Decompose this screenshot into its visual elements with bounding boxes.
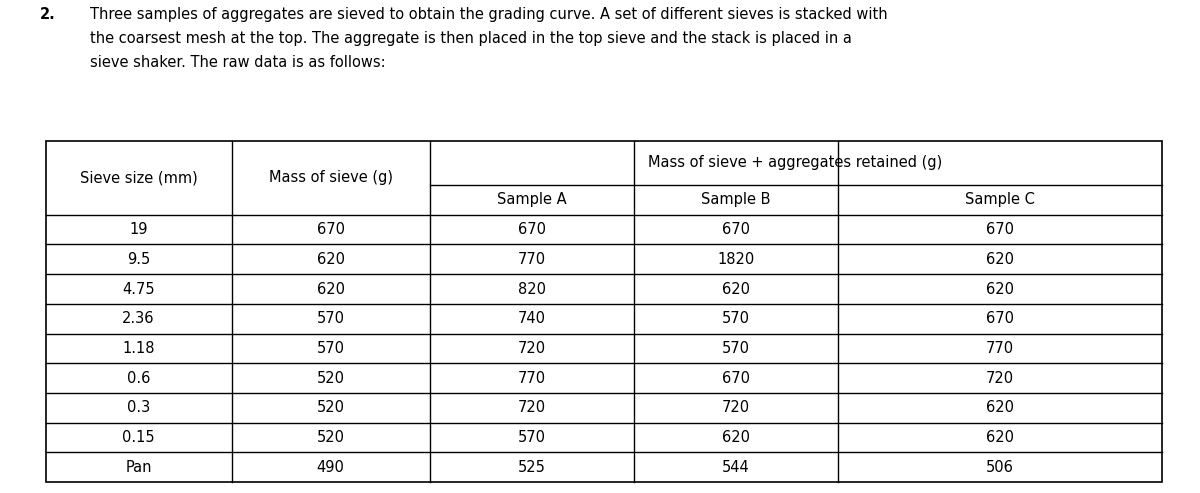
Text: 520: 520 <box>317 371 344 386</box>
Text: 570: 570 <box>317 311 344 326</box>
Text: 670: 670 <box>517 222 546 237</box>
Text: 620: 620 <box>985 430 1014 445</box>
Text: 620: 620 <box>985 282 1014 297</box>
Text: 770: 770 <box>985 341 1014 356</box>
Text: 2.36: 2.36 <box>122 311 155 326</box>
Text: 670: 670 <box>985 311 1014 326</box>
Text: 520: 520 <box>317 400 344 416</box>
Text: 670: 670 <box>985 222 1014 237</box>
Text: 740: 740 <box>517 311 546 326</box>
Text: Sieve size (mm): Sieve size (mm) <box>79 170 198 185</box>
Text: 720: 720 <box>517 400 546 416</box>
Text: 570: 570 <box>721 311 750 326</box>
Text: 670: 670 <box>721 222 750 237</box>
Text: 490: 490 <box>317 460 344 475</box>
Text: 570: 570 <box>317 341 344 356</box>
Text: 525: 525 <box>517 460 546 475</box>
Text: 620: 620 <box>721 282 750 297</box>
Text: 620: 620 <box>317 252 344 267</box>
Text: 670: 670 <box>317 222 344 237</box>
Text: 0.6: 0.6 <box>127 371 150 386</box>
Text: Mass of sieve + aggregates retained (g): Mass of sieve + aggregates retained (g) <box>648 155 943 170</box>
Text: 2.: 2. <box>40 7 55 22</box>
Text: Pan: Pan <box>125 460 152 475</box>
Text: 720: 720 <box>721 400 750 416</box>
Text: 1820: 1820 <box>716 252 755 267</box>
Text: 520: 520 <box>317 430 344 445</box>
Text: 720: 720 <box>985 371 1014 386</box>
Text: 620: 620 <box>721 430 750 445</box>
Text: 0.3: 0.3 <box>127 400 150 416</box>
Text: 0.15: 0.15 <box>122 430 155 445</box>
Text: 770: 770 <box>517 371 546 386</box>
Text: Sample B: Sample B <box>701 192 770 208</box>
Text: 770: 770 <box>517 252 546 267</box>
Text: Mass of sieve (g): Mass of sieve (g) <box>269 170 392 185</box>
Text: 620: 620 <box>985 252 1014 267</box>
Text: 4.75: 4.75 <box>122 282 155 297</box>
Text: 620: 620 <box>985 400 1014 416</box>
Text: 9.5: 9.5 <box>127 252 150 267</box>
Text: 506: 506 <box>985 460 1014 475</box>
Text: 19: 19 <box>130 222 148 237</box>
Text: Sample A: Sample A <box>497 192 566 208</box>
Text: 820: 820 <box>517 282 546 297</box>
Text: 570: 570 <box>721 341 750 356</box>
Text: Three samples of aggregates are sieved to obtain the grading curve. A set of dif: Three samples of aggregates are sieved t… <box>90 7 888 70</box>
Text: 670: 670 <box>721 371 750 386</box>
Text: 1.18: 1.18 <box>122 341 155 356</box>
Text: 720: 720 <box>517 341 546 356</box>
Text: 544: 544 <box>721 460 750 475</box>
Text: 620: 620 <box>317 282 344 297</box>
Text: 570: 570 <box>517 430 546 445</box>
Text: Sample C: Sample C <box>965 192 1034 208</box>
